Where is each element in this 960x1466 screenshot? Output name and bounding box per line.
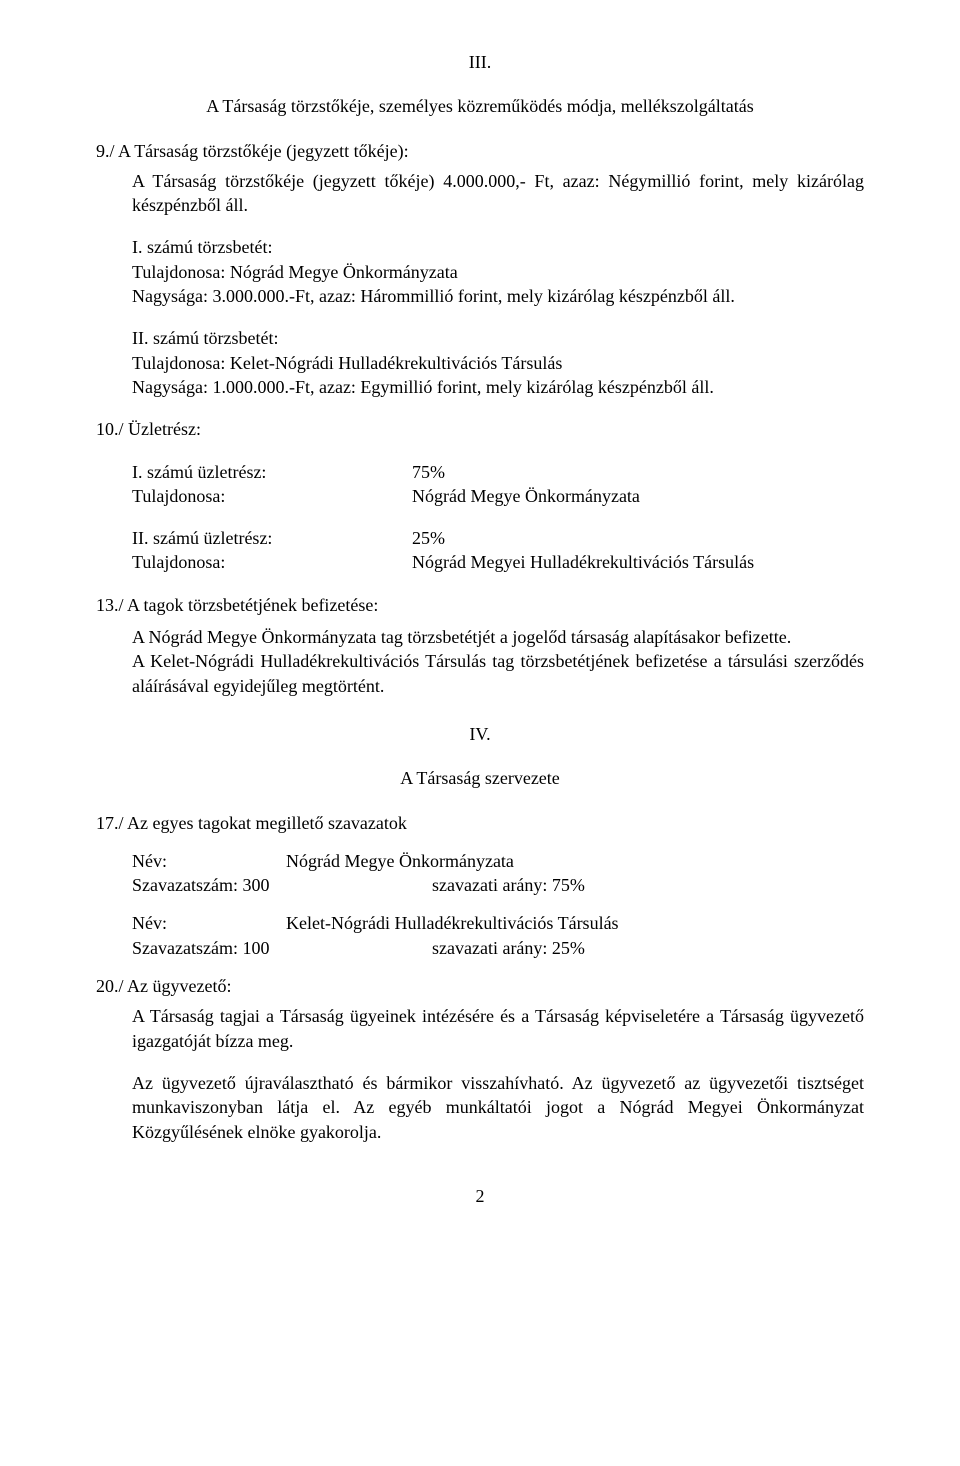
share-2-owner-value: Nógrád Megyei Hulladékrekultivációs Társ… [412,550,754,574]
vote-2-name-value: Kelet-Nógrádi Hulladékrekultivációs Társ… [286,911,619,935]
point-13-para1: A Nógrád Megye Önkormányzata tag törzsbe… [132,625,864,649]
share-2: II. számú üzletrész: 25% Tulajdonosa: Nó… [132,526,864,575]
share-1-percent: 75% [412,460,445,484]
share-2-label: II. számú üzletrész: [132,526,412,550]
vote-1-count: Szavazatszám: 300 [132,873,432,897]
deposit-1-line1: I. számú törzsbetét: [132,235,864,259]
vote-1-name-value: Nógrád Megye Önkormányzata [286,849,514,873]
point-10-heading: 10./ Üzletrész: [96,417,864,441]
vote-2-count: Szavazatszám: 100 [132,936,432,960]
point-9-line1: A Társaság törzstőkéje (jegyzett tőkéje)… [132,169,864,218]
share-2-owner-label: Tulajdonosa: [132,550,412,574]
point-13-heading: 13./ A tagok törzsbetétjének befizetése: [96,593,864,617]
vote-member-1: Név: Nógrád Megye Önkormányzata Szavazat… [132,849,864,898]
deposit-1-line2: Tulajdonosa: Nógrád Megye Önkormányzata [132,260,864,284]
vote-1-name-label: Név: [132,849,286,873]
section-4-title: A Társaság szervezete [96,766,864,790]
vote-1-ratio: szavazati arány: 75% [432,873,585,897]
share-1: I. számú üzletrész: 75% Tulajdonosa: Nóg… [132,460,864,509]
vote-2-name-label: Név: [132,911,286,935]
deposit-1-line3: Nagysága: 3.000.000.-Ft, azaz: Hárommill… [132,284,864,308]
deposit-2: II. számú törzsbetét: Tulajdonosa: Kelet… [132,326,864,399]
section-3-roman: III. [96,50,864,74]
point-13-para2: A Kelet-Nógrádi Hulladékrekultivációs Tá… [132,649,864,698]
page-number: 2 [96,1184,864,1208]
point-20-para1: A Társaság tagjai a Társaság ügyeinek in… [132,1004,864,1053]
share-2-percent: 25% [412,526,445,550]
share-1-owner-label: Tulajdonosa: [132,484,412,508]
share-1-owner-value: Nógrád Megye Önkormányzata [412,484,640,508]
deposit-2-line3: Nagysága: 1.000.000.-Ft, azaz: Egymillió… [132,375,864,399]
point-9-heading: 9./ A Társaság törzstőkéje (jegyzett tők… [96,139,864,163]
vote-member-2: Név: Kelet-Nógrádi Hulladékrekultivációs… [132,911,864,960]
point-20-para2: Az ügyvezető újraválasztható és bármikor… [132,1071,864,1144]
share-1-label: I. számú üzletrész: [132,460,412,484]
point-17-heading: 17./ Az egyes tagokat megillető szavazat… [96,811,864,835]
deposit-2-line1: II. számú törzsbetét: [132,326,864,350]
vote-2-ratio: szavazati arány: 25% [432,936,585,960]
deposit-2-line2: Tulajdonosa: Kelet-Nógrádi Hulladékrekul… [132,351,864,375]
deposit-1: I. számú törzsbetét: Tulajdonosa: Nógrád… [132,235,864,308]
section-3-title: A Társaság törzstőkéje, személyes közrem… [96,94,864,118]
point-20-heading: 20./ Az ügyvezető: [96,974,864,998]
section-4-roman: IV. [96,722,864,746]
